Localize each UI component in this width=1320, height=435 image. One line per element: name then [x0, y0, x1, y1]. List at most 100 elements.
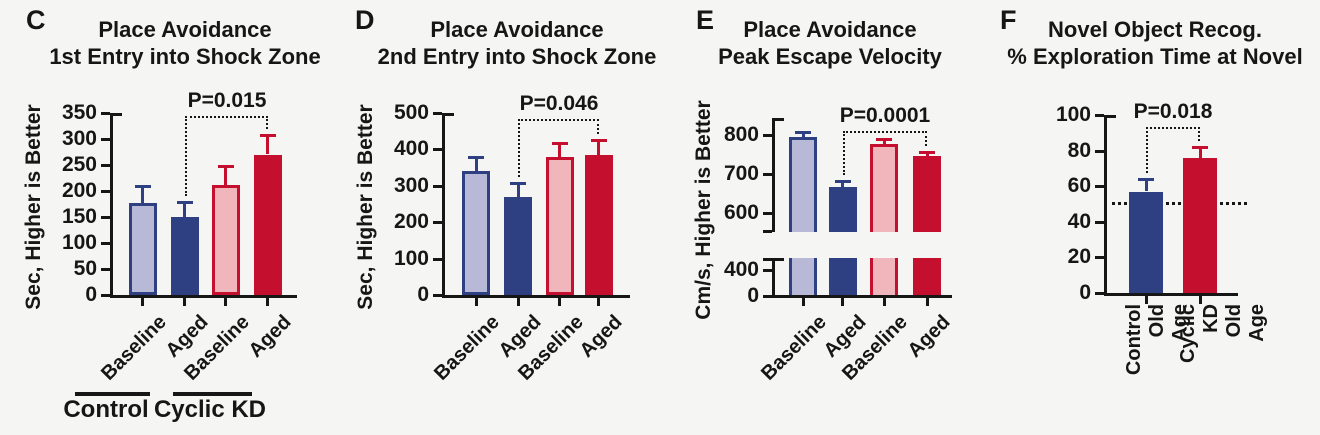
error-bar-cap	[1192, 146, 1208, 149]
y-axis-line	[442, 113, 445, 298]
x-tick	[1199, 296, 1202, 304]
y-tick-label: 0	[417, 283, 429, 306]
y-tick	[433, 294, 442, 297]
y-tick-label: 300	[61, 127, 97, 150]
p-value-label: P=0.018	[1133, 100, 1213, 123]
bar	[829, 187, 857, 232]
bar	[462, 171, 490, 295]
x-tick	[517, 298, 520, 306]
error-bar-cap	[177, 201, 193, 204]
y-tick	[101, 190, 110, 193]
bar-lower-segment	[870, 258, 898, 295]
y-tick	[763, 295, 772, 298]
y-tick	[101, 164, 110, 167]
y-tick	[763, 173, 772, 176]
error-bar-cap	[1138, 178, 1154, 181]
bar-lower-segment	[789, 258, 817, 295]
x-axis-line	[442, 295, 630, 298]
p-value-label: P=0.046	[519, 92, 599, 115]
error-bar-stem	[883, 139, 886, 144]
error-bar-cap	[835, 180, 851, 183]
y-tick	[1095, 221, 1104, 224]
y-tick	[101, 242, 110, 245]
y-tick	[101, 216, 110, 219]
y-tick-label: 100	[393, 247, 429, 270]
error-bar-stem	[141, 186, 144, 204]
x-tick	[266, 298, 269, 306]
y-tick-label: 200	[61, 179, 97, 202]
y-tick	[433, 112, 442, 115]
y-axis-line-lower	[772, 258, 775, 298]
significance-bracket-right	[597, 119, 599, 134]
significance-bracket-right	[925, 131, 927, 146]
y-tick	[433, 148, 442, 151]
y-axis-top-cap	[113, 113, 122, 116]
significance-bracket	[518, 119, 599, 121]
axis-break-cap	[763, 258, 784, 261]
x-tick	[1145, 296, 1148, 304]
chart-title-line1: Place Avoidance	[430, 17, 604, 42]
bar	[1129, 192, 1163, 293]
panel-letter: F	[1000, 5, 1017, 35]
error-bar-stem	[224, 166, 227, 185]
x-tick	[224, 298, 227, 306]
error-bar-cap	[510, 182, 526, 185]
y-tick-label: 0	[747, 284, 759, 307]
group-label: Cyclic KD	[153, 396, 267, 423]
bar	[585, 155, 613, 295]
x-tick	[802, 298, 805, 306]
y-tick	[101, 294, 110, 297]
y-axis-top-cap	[1107, 115, 1116, 118]
chart-title-line1: Place Avoidance	[743, 17, 917, 42]
x-tick	[597, 298, 600, 306]
error-bar-cap	[218, 165, 234, 168]
error-bar-cap	[795, 131, 811, 134]
chart-title-line2: Peak Escape Velocity	[718, 44, 942, 69]
y-tick-label: 20	[1067, 245, 1091, 268]
significance-bracket-left	[843, 131, 845, 175]
error-bar-stem	[183, 202, 186, 217]
significance-bracket	[843, 131, 927, 133]
chart-title-line2: 2nd Entry into Shock Zone	[377, 44, 657, 69]
error-bar-stem	[1145, 179, 1148, 191]
y-tick-label: 600	[723, 201, 759, 224]
panel-C: C Place Avoidance 1st Entry into Shock Z…	[0, 0, 330, 435]
y-axis-line	[772, 118, 775, 232]
x-tick	[475, 298, 478, 306]
x-tick	[841, 298, 844, 306]
bar	[870, 144, 898, 232]
group-underline	[75, 392, 150, 396]
error-bar-stem	[802, 132, 805, 138]
panel-D: D Place Avoidance 2nd Entry into Shock Z…	[330, 0, 660, 435]
y-tick	[101, 138, 110, 141]
y-tick-label: 100	[1055, 103, 1091, 126]
x-category-label-text: Aged	[903, 311, 955, 362]
x-tick	[183, 298, 186, 306]
panel-letter: D	[355, 5, 375, 35]
bar	[546, 157, 574, 295]
y-axis-top-cap	[445, 113, 454, 116]
panel-letter: E	[696, 5, 715, 35]
group-label: Control	[63, 396, 149, 423]
y-tick	[433, 221, 442, 224]
group-underline	[173, 392, 252, 396]
y-tick-label: 50	[73, 257, 97, 280]
bar	[913, 156, 941, 232]
y-tick-label: 350	[61, 101, 97, 124]
x-tick	[141, 298, 144, 306]
x-axis-line	[772, 295, 952, 298]
chance-reference-line	[1112, 202, 1247, 205]
bar	[789, 137, 817, 232]
y-tick-label: 60	[1067, 174, 1091, 197]
y-tick	[1095, 150, 1104, 153]
error-bar-stem	[1199, 147, 1202, 158]
significance-bracket-right	[266, 116, 268, 129]
plot-area: 0 20 40 60 80 100 P=0.018 Control Old Age Cyclic…	[990, 0, 1320, 435]
significance-bracket	[185, 116, 268, 118]
significance-bracket-right	[1198, 127, 1200, 141]
axis-break-tick-upper	[763, 230, 772, 233]
x-category-label-text: Cyclic KD Old Age	[1177, 304, 1268, 363]
y-tick	[101, 112, 110, 115]
y-tick-label: 100	[61, 231, 97, 254]
chart-title-line1: Novel Object Recog.	[1048, 17, 1262, 42]
